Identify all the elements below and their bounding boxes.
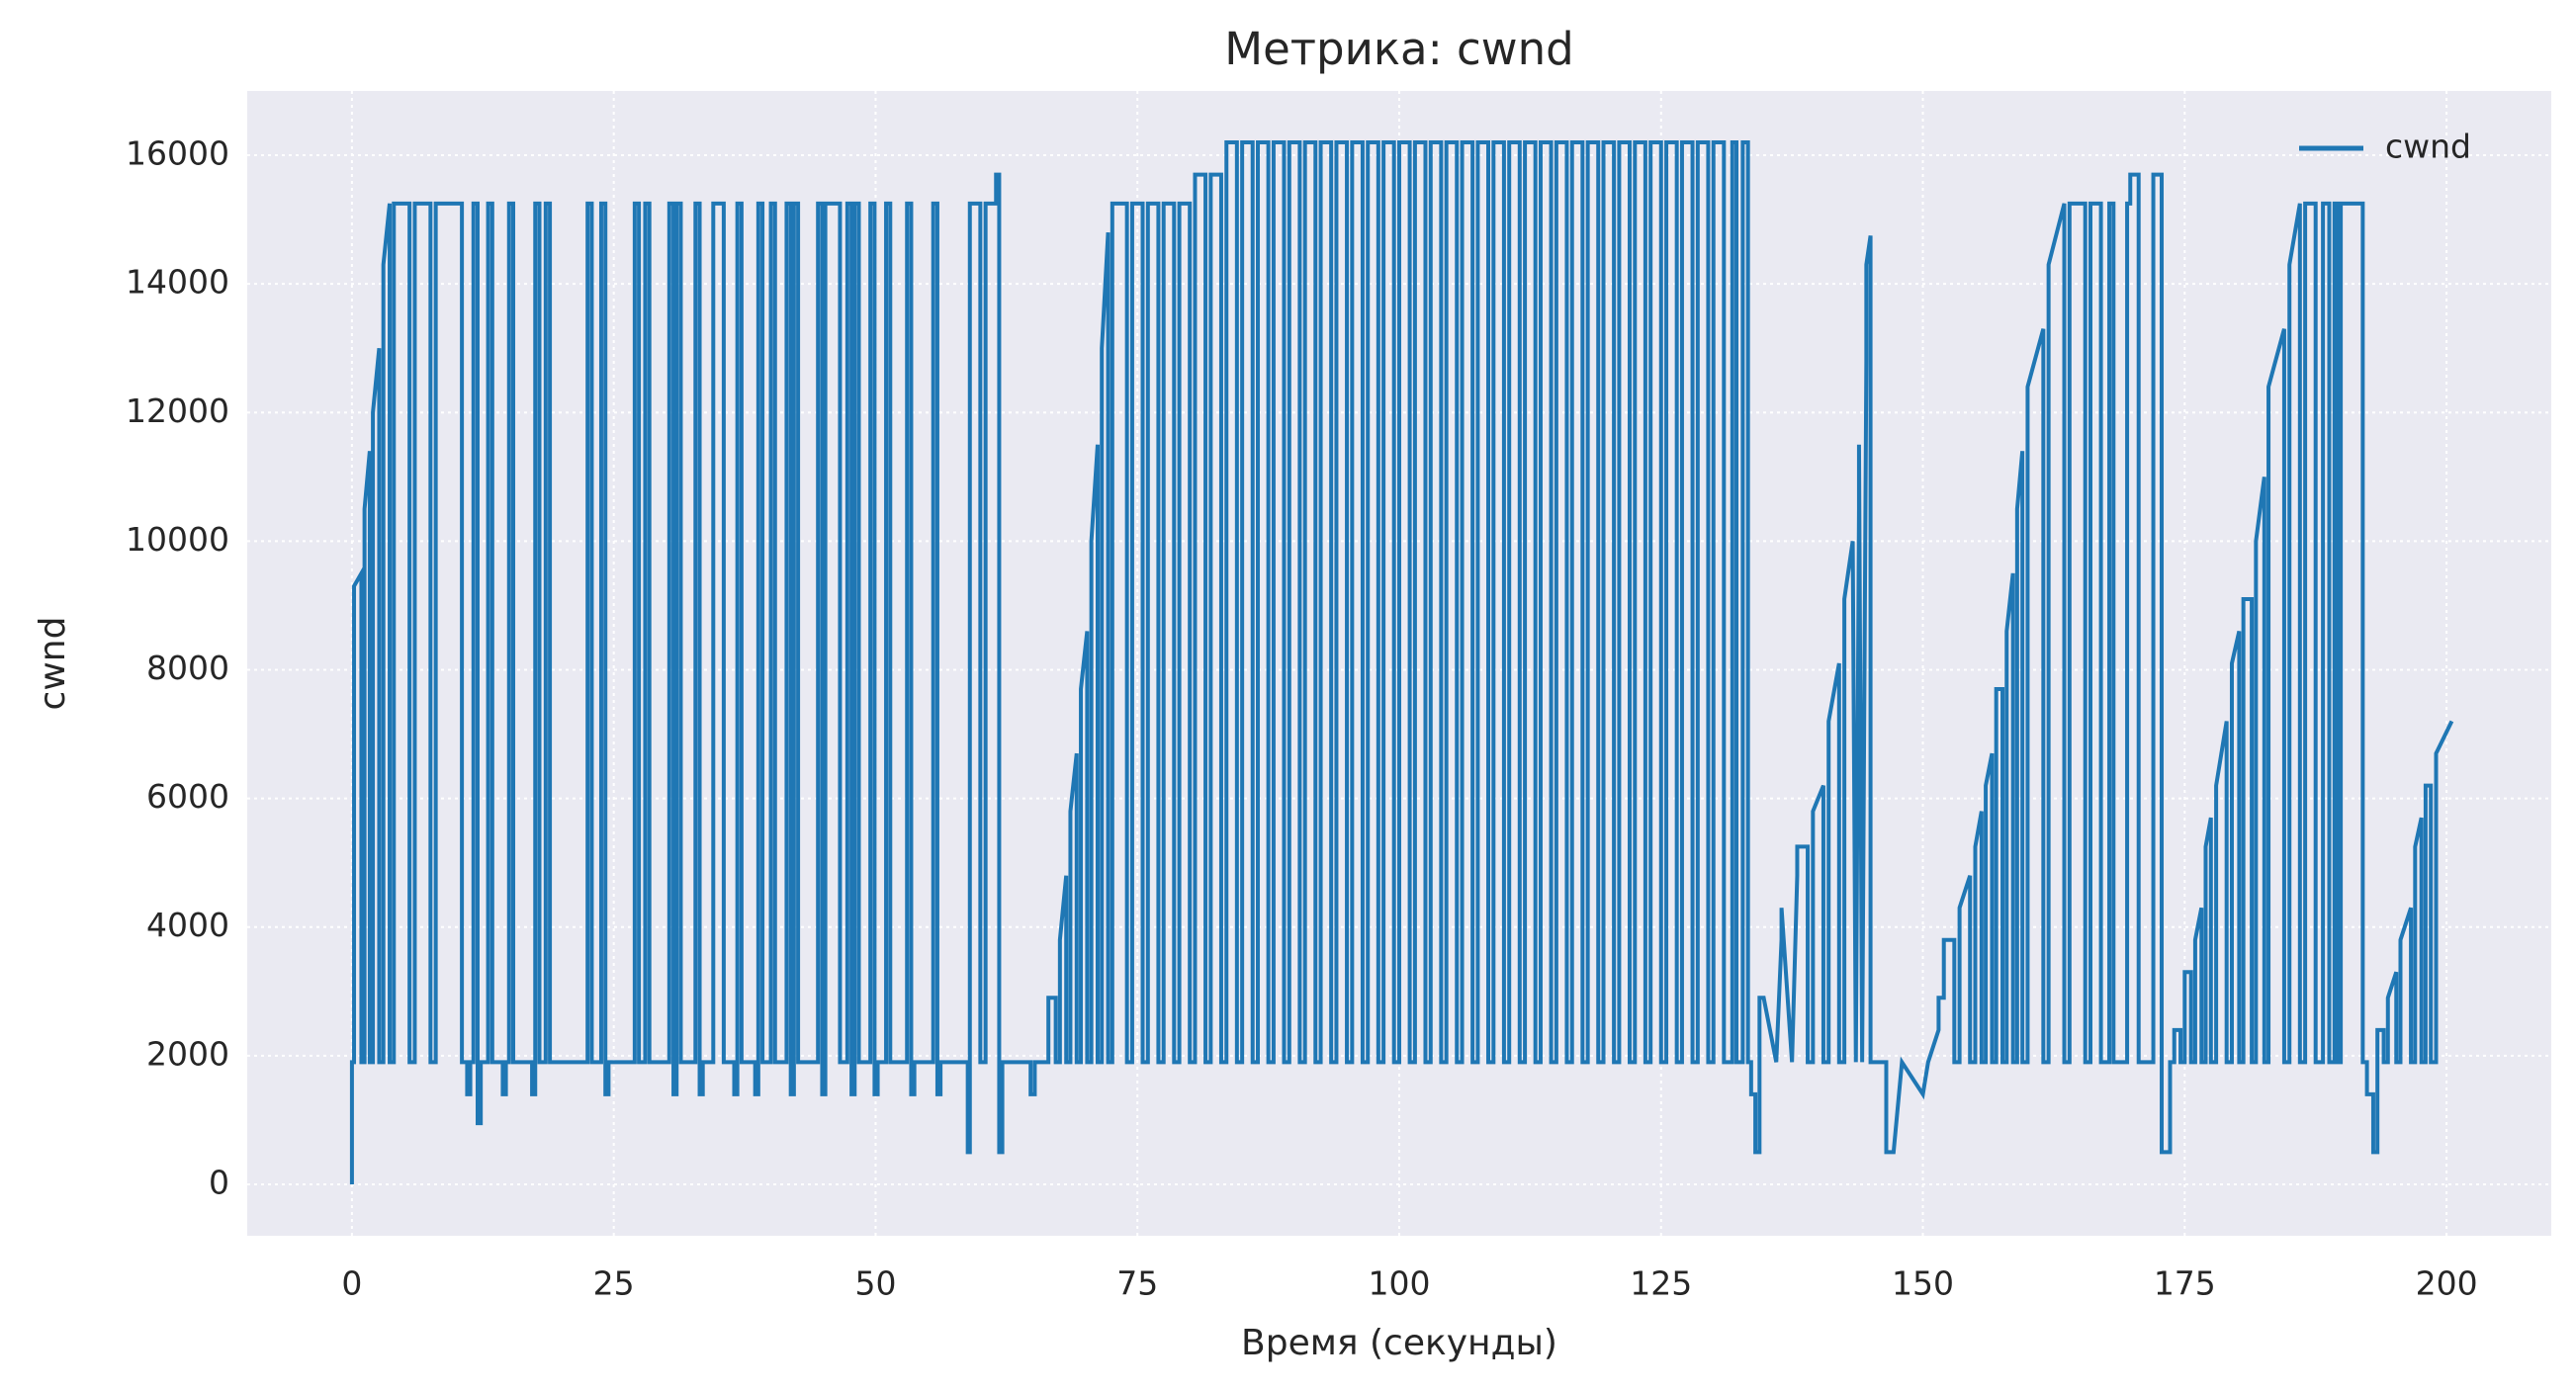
chart-title: Метрика: cwnd bbox=[1224, 23, 1573, 75]
x-axis-label: Время (секунды) bbox=[1241, 1323, 1557, 1363]
x-tick-label: 125 bbox=[1630, 1264, 1692, 1303]
y-tick-label: 8000 bbox=[146, 649, 229, 687]
legend-label: cwnd bbox=[2385, 128, 2471, 166]
x-tick-label: 0 bbox=[341, 1264, 362, 1303]
y-tick-label: 4000 bbox=[146, 906, 229, 944]
y-tick-label: 2000 bbox=[146, 1034, 229, 1073]
y-tick-label: 6000 bbox=[146, 777, 229, 816]
y-tick-label: 10000 bbox=[126, 520, 229, 559]
y-tick-label: 16000 bbox=[126, 134, 229, 173]
data-line bbox=[349, 140, 2454, 1184]
x-tick-label: 50 bbox=[854, 1264, 896, 1303]
x-tick-label: 75 bbox=[1116, 1264, 1158, 1303]
y-tick-label: 14000 bbox=[126, 263, 229, 302]
marks bbox=[349, 140, 2454, 1184]
y-tick-label: 12000 bbox=[126, 391, 229, 430]
x-tick-label: 175 bbox=[2154, 1264, 2216, 1303]
x-tick-label: 150 bbox=[1892, 1264, 1954, 1303]
x-tick-label: 25 bbox=[593, 1264, 635, 1303]
y-axis-label: cwnd bbox=[33, 617, 73, 711]
x-tick-label: 200 bbox=[2416, 1264, 2478, 1303]
y-tick-label: 0 bbox=[209, 1163, 229, 1201]
x-tick-label: 100 bbox=[1369, 1264, 1431, 1303]
